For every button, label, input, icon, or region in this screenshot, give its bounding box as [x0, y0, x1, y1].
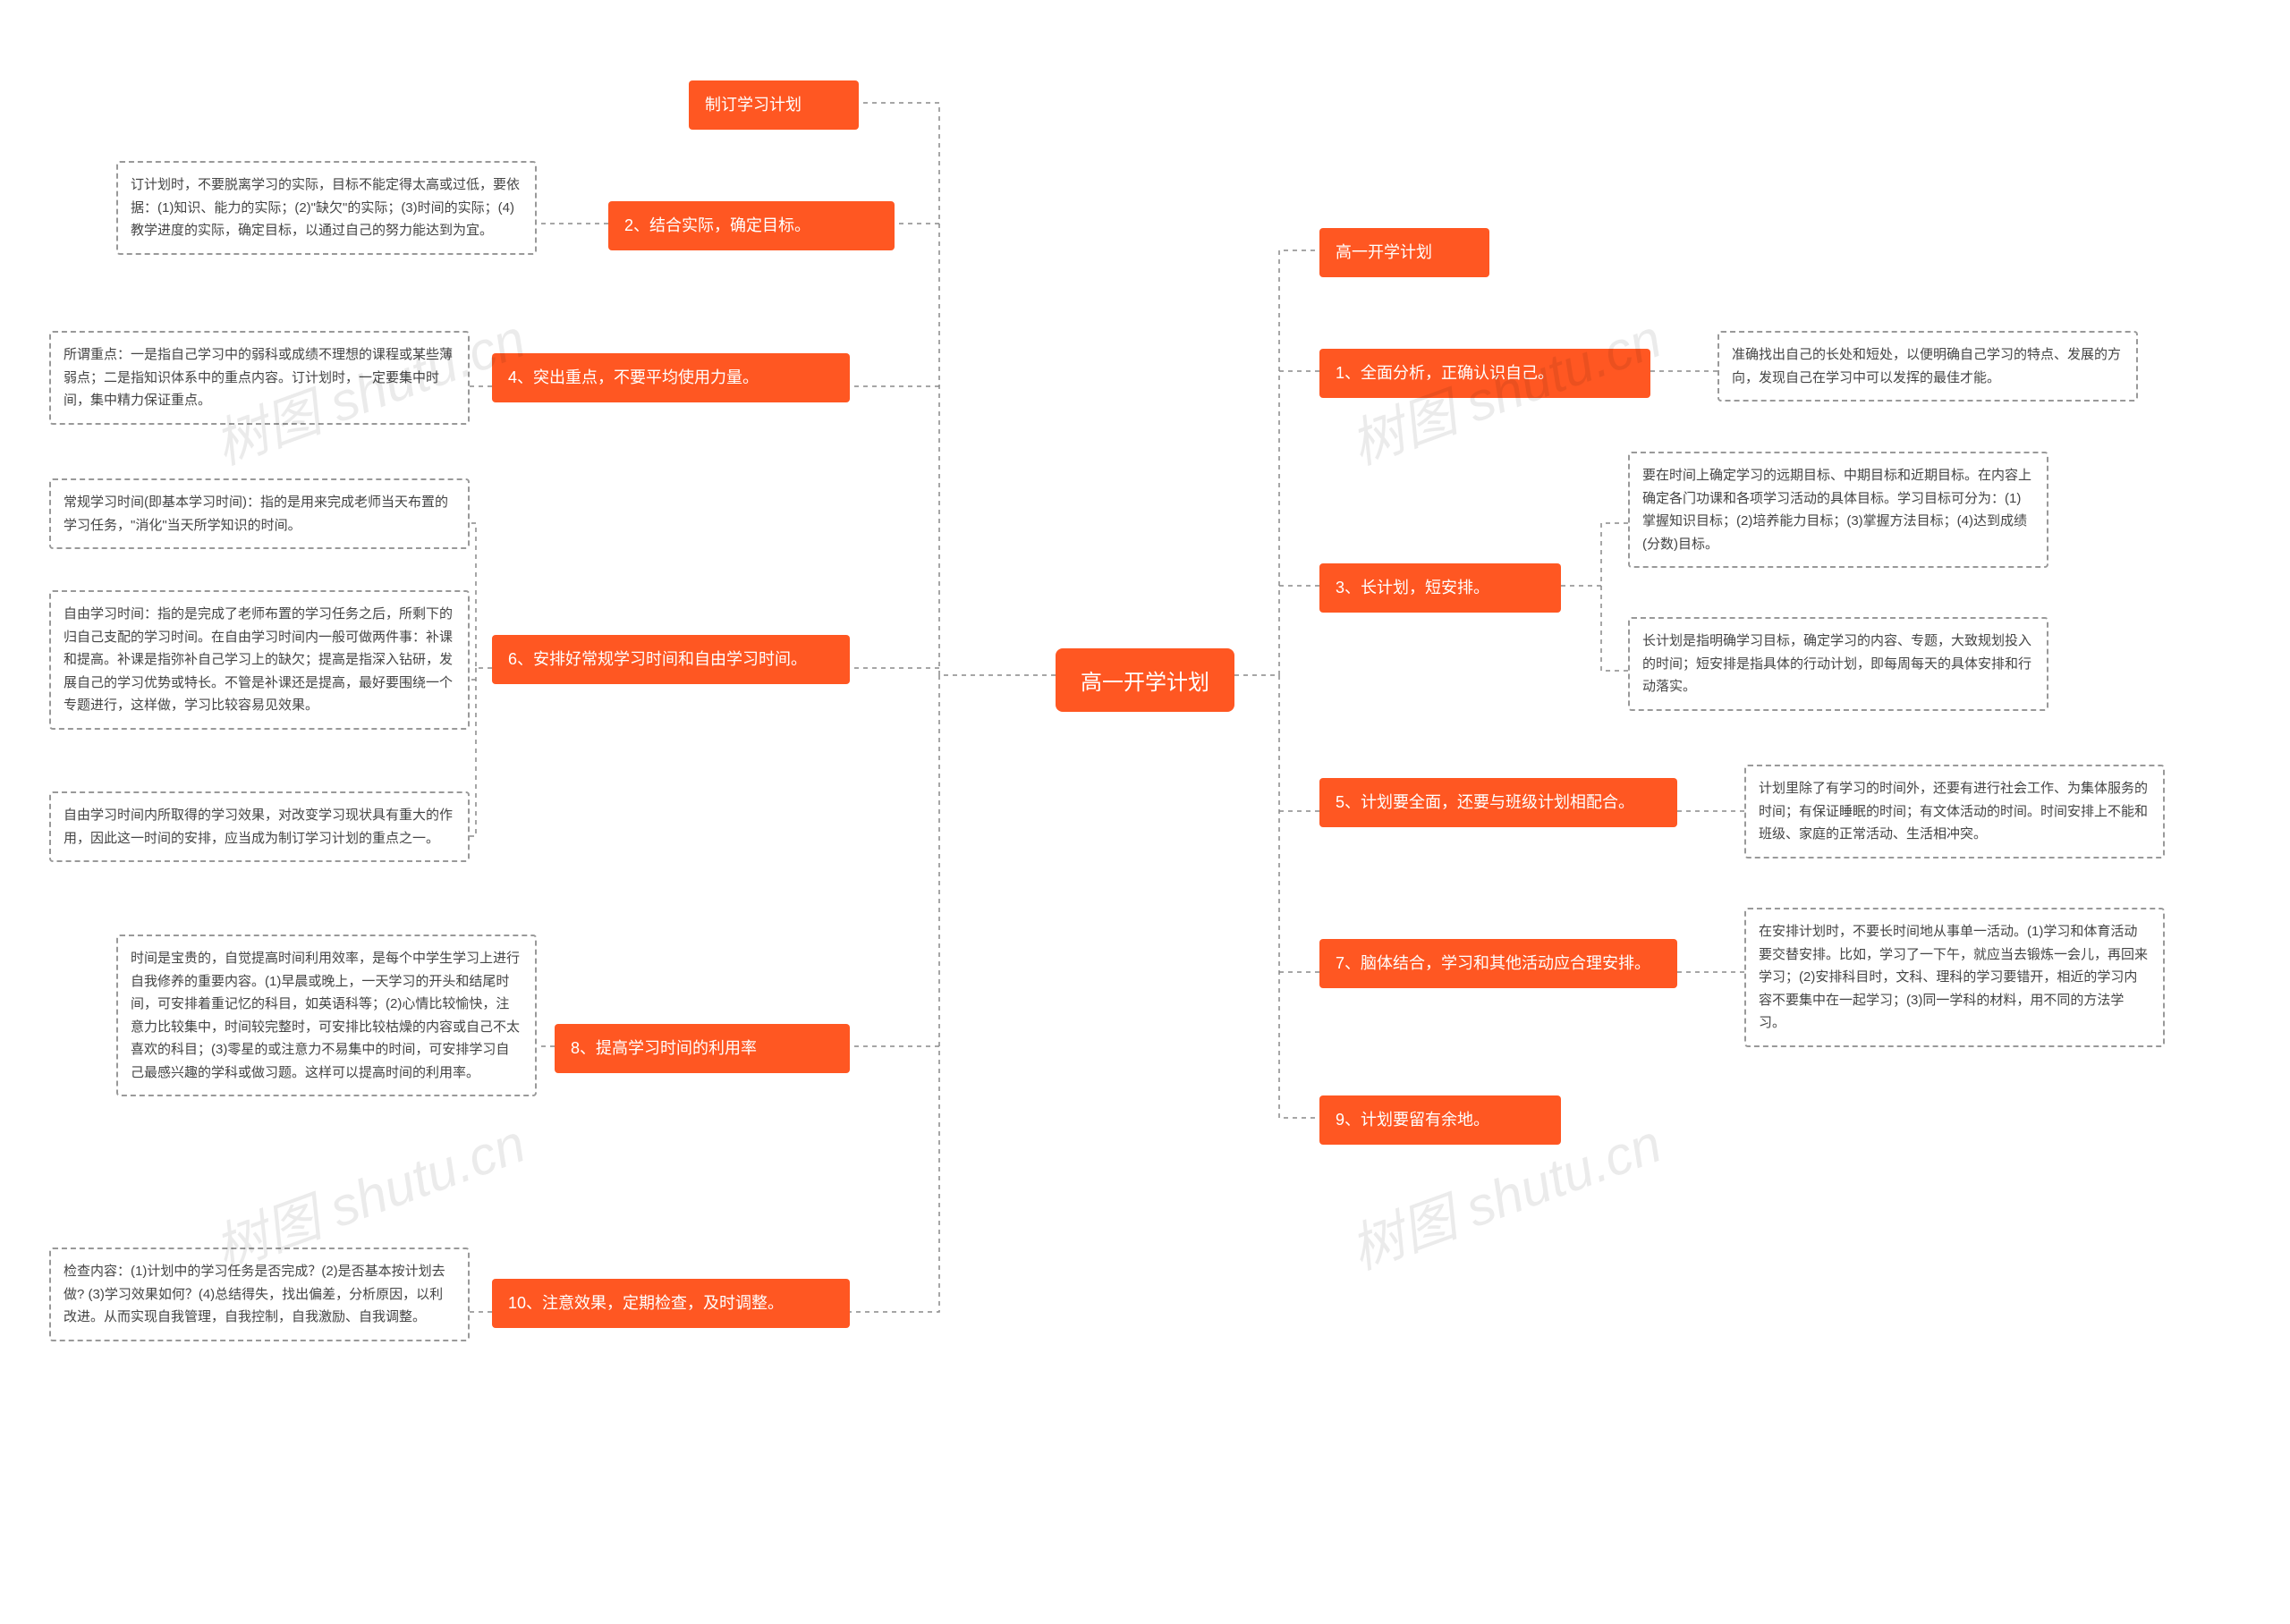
- branch-R5[interactable]: 5、计划要全面，还要与班级计划相配合。: [1319, 778, 1677, 827]
- connector-17: [1561, 523, 1628, 586]
- connector-11: [850, 675, 939, 1312]
- connector-0: [859, 103, 1056, 675]
- branch-L4[interactable]: 4、突出重点，不要平均使用力量。: [492, 353, 850, 402]
- detail-L8-0: 时间是宝贵的，自觉提高时间利用效率，是每个中学生学习上进行自我修养的重要内容。(…: [116, 935, 537, 1096]
- connector-18: [1601, 586, 1628, 671]
- branch-R0[interactable]: 高一开学计划: [1319, 228, 1489, 277]
- detail-R5-0: 计划里除了有学习的时间外，还要有进行社会工作、为集体服务的时间；有保证睡眠的时间…: [1744, 765, 2165, 859]
- detail-R7-0: 在安排计划时，不要长时间地从事单一活动。(1)学习和体育活动要交替安排。比如，学…: [1744, 908, 2165, 1047]
- detail-L6-0: 常规学习时间(即基本学习时间)：指的是用来完成老师当天布置的学习任务，"消化"当…: [49, 478, 470, 549]
- detail-R1-0: 准确找出自己的长处和短处，以便明确自己学习的特点、发展的方向，发现自己在学习中可…: [1718, 331, 2138, 402]
- detail-R3-0: 要在时间上确定学习的远期目标、中期目标和近期目标。在内容上确定各门功课和各项学习…: [1628, 452, 2048, 568]
- detail-L2-0: 订计划时，不要脱离学习的实际，目标不能定得太高或过低，要依据：(1)知识、能力的…: [116, 161, 537, 255]
- branch-L6[interactable]: 6、安排好常规学习时间和自由学习时间。: [492, 635, 850, 684]
- connector-13: [1234, 250, 1319, 675]
- connector-8: [470, 668, 476, 836]
- branch-L0[interactable]: 制订学习计划: [689, 80, 859, 130]
- branch-R1[interactable]: 1、全面分析，正确认识自己。: [1319, 349, 1650, 398]
- branch-R7[interactable]: 7、脑体结合，学习和其他活动应合理安排。: [1319, 939, 1677, 988]
- connector-23: [1279, 675, 1319, 1118]
- branch-L2[interactable]: 2、结合实际，确定目标。: [608, 201, 895, 250]
- branch-R3[interactable]: 3、长计划，短安排。: [1319, 563, 1561, 613]
- connector-6: [470, 523, 492, 668]
- detail-L6-1: 自由学习时间：指的是完成了老师布置的学习任务之后，所剩下的归自己支配的学习时间。…: [49, 590, 470, 730]
- root-node[interactable]: 高一开学计划: [1056, 648, 1234, 712]
- branch-L8[interactable]: 8、提高学习时间的利用率: [555, 1024, 850, 1073]
- branch-L10[interactable]: 10、注意效果，定期检查，及时调整。: [492, 1279, 850, 1328]
- detail-L10-0: 检查内容：(1)计划中的学习任务是否完成？(2)是否基本按计划去做? (3)学习…: [49, 1248, 470, 1341]
- detail-L4-0: 所谓重点：一是指自己学习中的弱科或成绩不理想的课程或某些薄弱点；二是指知识体系中…: [49, 331, 470, 425]
- detail-R3-1: 长计划是指明确学习目标，确定学习的内容、专题，大致规划投入的时间；短安排是指具体…: [1628, 617, 2048, 711]
- branch-R9[interactable]: 9、计划要留有余地。: [1319, 1095, 1561, 1145]
- detail-L6-2: 自由学习时间内所取得的学习效果，对改变学习现状具有重大的作用，因此这一时间的安排…: [49, 791, 470, 862]
